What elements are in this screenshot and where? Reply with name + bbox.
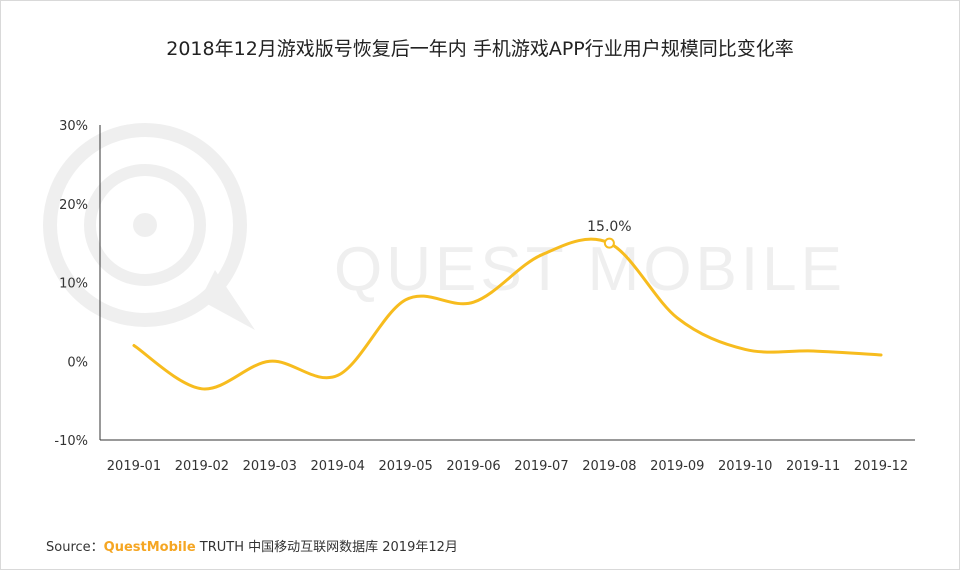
watermark-tail <box>200 270 255 330</box>
watermark-logo <box>43 123 255 330</box>
y-tick-label: 0% <box>67 355 88 370</box>
x-axis-labels: 2019-01 2019-02 2019-03 2019-04 2019-05 2019-… <box>107 459 908 474</box>
data-point <box>879 353 883 357</box>
x-tick-label: 2019-02 <box>175 459 229 474</box>
watermark-outer-ring <box>43 123 247 327</box>
chart-axes <box>99 125 915 441</box>
watermark-text: QUEST MOBILE <box>334 235 846 304</box>
data-point <box>200 387 204 391</box>
x-tick-label: 2019-03 <box>243 459 297 474</box>
annotations: 15.0% <box>587 219 632 249</box>
x-tick-label: 2019-05 <box>378 459 432 474</box>
x-tick-label: 2019-01 <box>107 459 161 474</box>
chart-title: 2018年12月游戏版号恢复后一年内 手机游戏APP行业用户规模同比变化率 <box>166 38 794 60</box>
data-point <box>404 298 408 302</box>
x-tick-label: 2019-11 <box>786 459 840 474</box>
data-point <box>743 347 747 351</box>
y-axis-labels: 30% 20% 10% 0% -10% <box>54 119 88 449</box>
data-point <box>675 316 679 320</box>
x-tick-label: 2019-12 <box>854 459 908 474</box>
x-tick-label: 2019-06 <box>446 459 500 474</box>
data-point <box>336 373 340 377</box>
source-brand: QuestMobile <box>103 540 196 555</box>
annotation-label: 15.0% <box>587 219 631 235</box>
data-point <box>811 349 815 353</box>
x-tick-label: 2019-09 <box>650 459 704 474</box>
source-note: Source：QuestMobile TRUTH 中国移动互联网数据库 2019… <box>46 536 458 555</box>
y-tick-label: 10% <box>59 277 88 292</box>
source-label: Source： <box>46 540 104 555</box>
y-tick-label: 30% <box>59 119 88 134</box>
annotation-marker <box>603 237 615 249</box>
data-point <box>132 344 136 348</box>
series-line <box>132 237 883 391</box>
x-tick-label: 2019-04 <box>311 459 365 474</box>
y-tick-label: -10% <box>54 434 88 449</box>
watermark-dot <box>133 213 157 237</box>
y-tick-label: 20% <box>59 198 88 213</box>
data-point <box>268 359 272 363</box>
x-tick-label: 2019-07 <box>514 459 568 474</box>
data-point <box>472 300 476 304</box>
data-point <box>539 253 543 257</box>
x-tick-label: 2019-08 <box>582 459 636 474</box>
watermark-inner-ring <box>84 164 206 286</box>
source-text: TRUTH 中国移动互联网数据库 2019年12月 <box>199 540 458 555</box>
series-path <box>132 237 883 391</box>
x-tick-label: 2019-10 <box>718 459 772 474</box>
